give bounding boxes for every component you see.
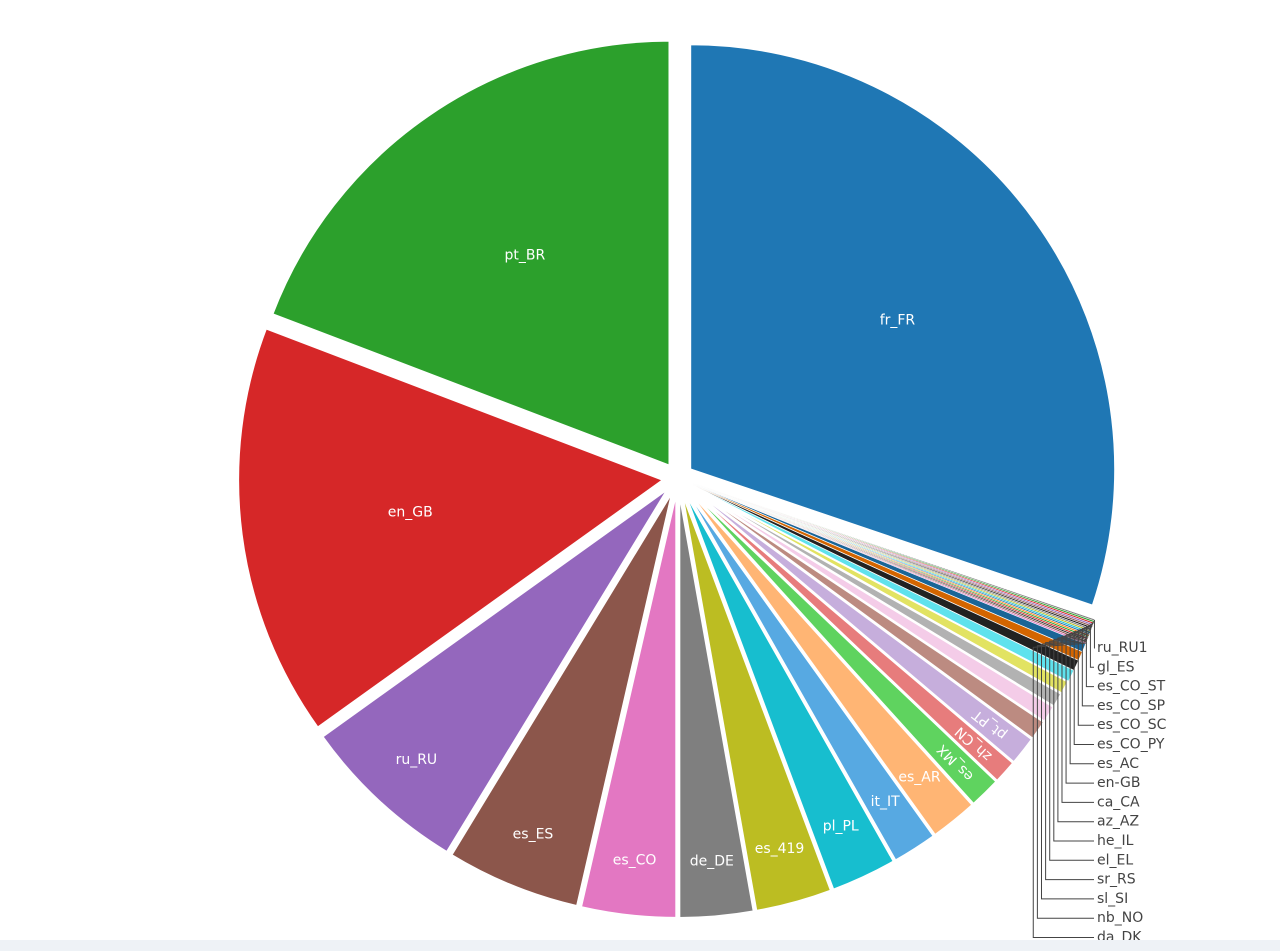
- slice-label: es_CO: [613, 852, 657, 868]
- leader-line: [1045, 638, 1094, 881]
- leader-line: [1061, 631, 1094, 803]
- slice: [678, 492, 755, 919]
- slice-label: es_ES: [513, 826, 554, 842]
- slice: [237, 327, 666, 729]
- slice: [450, 491, 674, 908]
- outside-label: es_AC: [1097, 756, 1139, 772]
- leader-line: [1085, 622, 1094, 688]
- slice: [321, 488, 669, 854]
- slice: [687, 488, 998, 806]
- outside-label: ru_RU1: [1097, 640, 1148, 656]
- outside-label: he_IL: [1097, 833, 1134, 849]
- slice: [271, 39, 671, 468]
- leader-line: [1057, 633, 1094, 823]
- leader-line: [1065, 630, 1094, 784]
- slice-label: de_DE: [690, 853, 734, 869]
- slice-label: it_IT: [871, 794, 901, 810]
- leader-line: [1081, 624, 1094, 707]
- outside-label: gl_ES: [1097, 659, 1135, 675]
- slice: [689, 43, 1117, 607]
- leader-line: [1053, 635, 1094, 842]
- outside-label: es_CO_ST: [1097, 679, 1166, 695]
- leader-line: [1077, 625, 1094, 726]
- leader-line: [1040, 639, 1094, 900]
- leader-line: [1069, 628, 1094, 765]
- bottom-bar: [0, 940, 1280, 951]
- slice-label: es_419: [755, 841, 805, 857]
- slice-label: ru_RU: [396, 752, 438, 768]
- outside-label: az_AZ: [1097, 814, 1139, 830]
- slice: [685, 490, 936, 862]
- slice-label: fr_FR: [880, 313, 916, 329]
- outside-label: es_CO_PY: [1097, 737, 1165, 753]
- outside-label: ca_CA: [1097, 794, 1140, 810]
- outside-label: sl_SI: [1097, 891, 1128, 907]
- slice-label: es_AR: [898, 770, 940, 786]
- leader-line: [1032, 642, 1094, 938]
- outside-label: es_CO_SC: [1097, 717, 1167, 733]
- leader-line: [1073, 627, 1094, 745]
- slice-label: pt_BR: [504, 248, 545, 264]
- outside-label: el_EL: [1097, 852, 1133, 868]
- outside-label: en-GB: [1097, 775, 1141, 791]
- leader-line: [1036, 641, 1094, 919]
- outside-label: sr_RS: [1097, 872, 1136, 888]
- outside-label: es_CO_SP: [1097, 698, 1165, 714]
- slice: [680, 492, 833, 913]
- outside-label: nb_NO: [1097, 910, 1143, 926]
- leader-line: [1049, 636, 1094, 861]
- slice: [683, 491, 896, 891]
- slice: [686, 489, 974, 837]
- slice-label: en_GB: [388, 505, 433, 521]
- slice: [579, 492, 678, 919]
- slice-label: pl_PL: [823, 819, 859, 835]
